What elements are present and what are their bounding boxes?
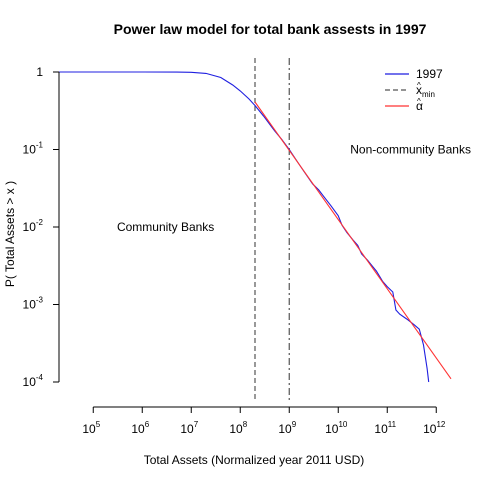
y-tick-label: 10-2 [23,218,44,234]
legend-label: 1997 [416,67,443,81]
y-axis: 1 10-1 10-2 10-3 10-4 [23,65,60,389]
annotations: Community Banks Non-community Banks [117,143,471,235]
x-tick-label: 106 [131,420,149,436]
x-axis: 105 106 107 108 109 1010 1011 1012 [82,406,446,436]
annotation-0: Community Banks [117,220,214,234]
legend-item-1: xmin^ [385,81,435,99]
legend-item-0: 1997 [385,67,443,81]
x-axis-label: Total Assets (Normalized year 2011 USD) [144,453,365,467]
x-tick-label: 107 [180,420,198,436]
legend-item-2: α^ [385,97,423,113]
y-tick-label: 1 [36,65,43,79]
x-tick-label: 108 [229,420,247,436]
x-tick-label: 1012 [423,420,446,436]
x-tick-label: 105 [82,420,100,436]
legend-hat: ^ [417,81,421,90]
y-tick-label: 10-3 [23,296,44,312]
x-tick-label: 1011 [374,420,396,436]
chart-title: Power law model for total bank assests i… [114,21,427,37]
legend-label: α [416,99,423,113]
annotation-1: Non-community Banks [350,143,471,157]
fit-alpha-line [254,101,452,380]
y-tick-label: 10-4 [23,373,44,389]
y-axis-label: P( Total Assets > x ) [3,181,17,287]
plot-area [59,58,452,402]
legend-label: xmin [416,83,435,99]
y-tick-label: 10-1 [23,141,44,157]
legend-hat: ^ [417,97,421,106]
x-tick-label: 1010 [325,420,348,436]
x-tick-label: 109 [278,420,296,436]
series-1997-line [59,71,430,383]
